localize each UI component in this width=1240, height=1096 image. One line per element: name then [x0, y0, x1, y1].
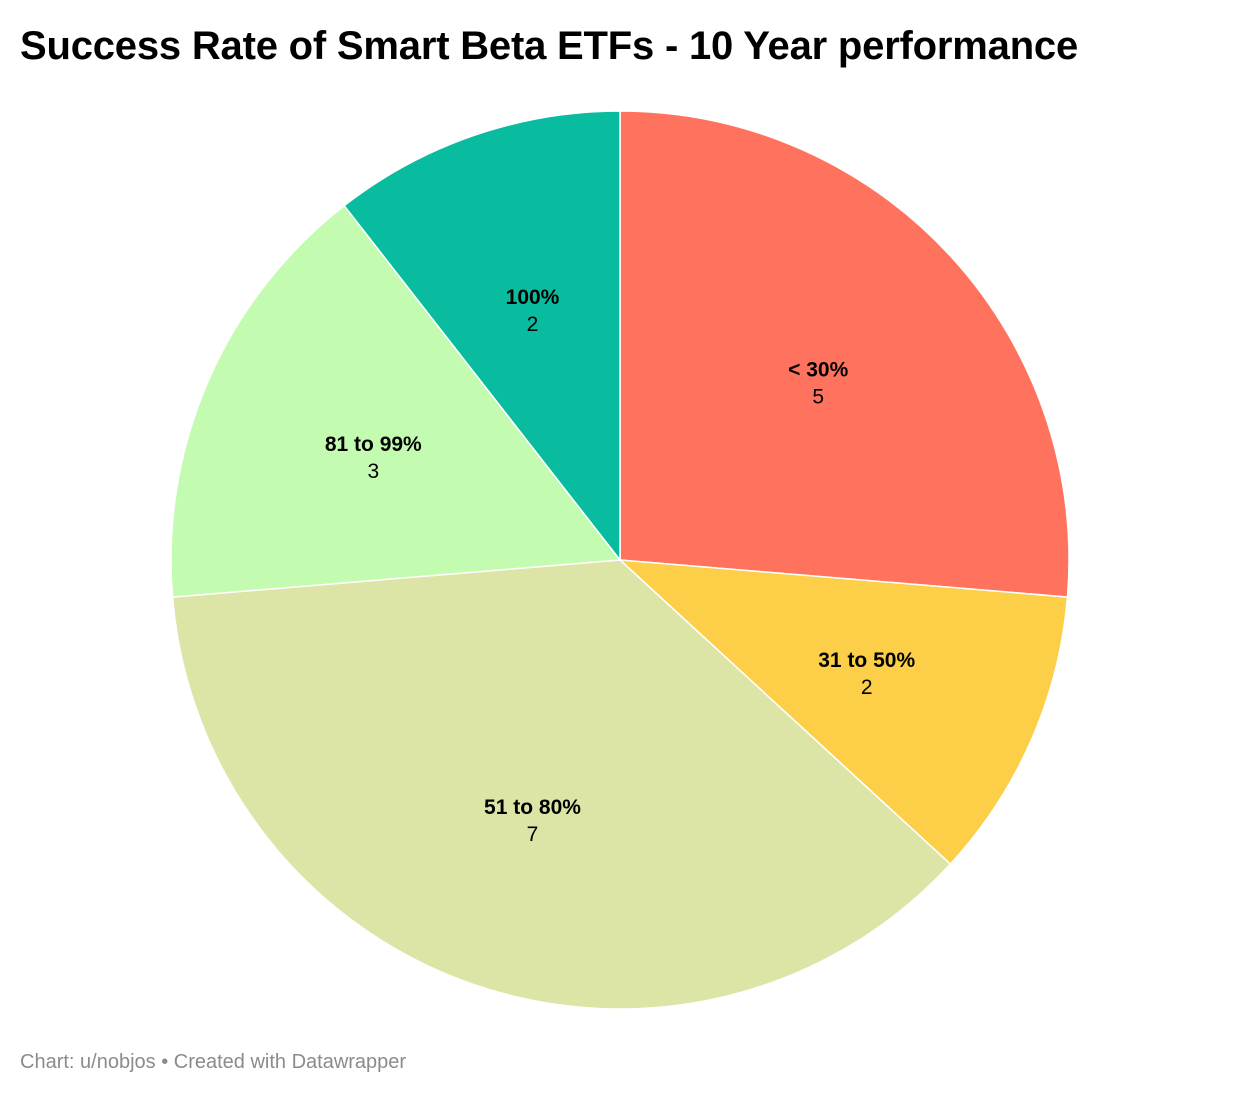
chart-footer-credit: Chart: u/nobjos • Created with Datawrapp… [20, 1051, 407, 1073]
slice-label-value: 7 [527, 823, 539, 846]
slice-label-value: 2 [527, 313, 539, 336]
slice-label-category: 100% [506, 286, 560, 309]
slice-label-category: < 30% [788, 359, 848, 382]
slice-label-category: 51 to 80% [484, 796, 581, 819]
slice-label-value: 3 [367, 460, 379, 483]
slice-label-value: 2 [861, 676, 873, 699]
pie-slices [170, 110, 1070, 1010]
pie-slice-100pct [343, 110, 621, 563]
pie-slice-lt-30pct [619, 110, 1070, 598]
pie-slice-51-to-80pct [171, 559, 952, 1010]
pie-slice-31-to-50pct [617, 559, 1069, 866]
chart-title: Success Rate of Smart Beta ETFs - 10 Yea… [20, 24, 1079, 68]
pie-slice-81-to-99pct [170, 204, 622, 598]
slice-label-category: 31 to 50% [818, 649, 915, 672]
slice-label-value: 5 [812, 386, 824, 409]
slice-label-category: 81 to 99% [325, 433, 422, 456]
pie-labels: < 30% 5 31 to 50% 2 51 to 80% 7 81 to 99% 3 100%… [325, 286, 916, 846]
